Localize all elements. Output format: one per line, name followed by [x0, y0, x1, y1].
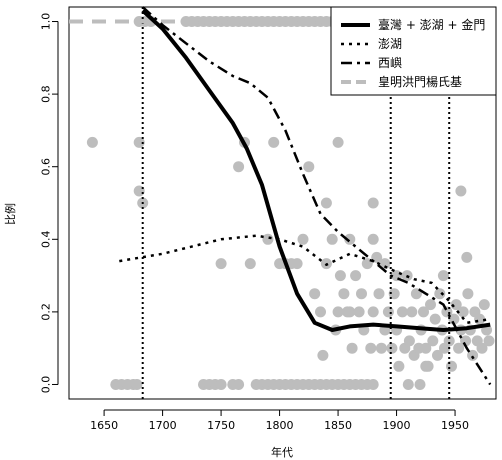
data-point — [367, 306, 379, 318]
x-tick-label: 1950 — [441, 419, 469, 432]
data-point — [388, 288, 400, 300]
data-point — [450, 299, 462, 311]
data-point — [460, 335, 472, 347]
data-point — [233, 161, 245, 173]
x-axis-title: 年代 — [271, 445, 293, 459]
data-point — [443, 335, 455, 347]
x-tick-label: 1750 — [207, 419, 235, 432]
data-point — [453, 342, 465, 354]
y-tick-label: 1.0 — [40, 13, 53, 31]
data-point — [467, 349, 479, 361]
data-point — [291, 258, 303, 270]
legend-label: 澎湖 — [378, 36, 402, 51]
data-point — [461, 251, 473, 263]
data-point — [317, 349, 329, 361]
data-point — [297, 233, 309, 245]
data-point — [344, 233, 356, 245]
data-point — [402, 379, 414, 390]
x-tick-label: 1650 — [90, 419, 118, 432]
y-tick-label: 0.8 — [40, 85, 53, 103]
data-point — [396, 306, 408, 318]
data-point — [446, 360, 457, 372]
data-point — [455, 185, 467, 197]
data-point — [429, 313, 441, 325]
data-point — [356, 288, 367, 300]
x-tick-label: 1850 — [324, 419, 352, 432]
data-point — [268, 136, 280, 148]
data-point — [244, 258, 256, 270]
data-point — [483, 335, 495, 347]
x-tick-label: 1700 — [149, 419, 177, 432]
data-point — [262, 233, 274, 245]
data-point — [478, 299, 490, 311]
data-point — [476, 342, 488, 354]
data-point — [215, 379, 227, 390]
data-point — [133, 136, 145, 148]
data-point — [346, 342, 358, 354]
y-tick-label: 0.2 — [40, 303, 53, 321]
data-point — [414, 379, 426, 390]
data-point — [373, 288, 385, 300]
data-point — [420, 342, 432, 354]
data-point — [367, 233, 379, 245]
data-point — [420, 360, 432, 372]
data-point — [386, 342, 398, 354]
data-point — [379, 258, 391, 270]
data-point — [432, 349, 443, 361]
data-point — [434, 288, 446, 300]
data-point — [341, 306, 353, 318]
x-tick-label: 1900 — [383, 419, 411, 432]
x-tick-label: 1800 — [266, 419, 294, 432]
data-point — [332, 136, 344, 148]
legend-label: 臺灣 + 澎湖 + 金門 — [378, 17, 485, 32]
data-point — [448, 313, 460, 325]
data-point — [367, 379, 379, 390]
data-point — [427, 335, 439, 347]
data-point — [309, 288, 321, 300]
data-point — [462, 288, 474, 300]
data-point — [332, 306, 344, 318]
data-point — [233, 379, 245, 390]
data-point — [403, 335, 415, 347]
data-point — [338, 288, 350, 300]
y-tick-label: 0.4 — [40, 231, 53, 249]
scatter-points — [86, 16, 495, 390]
data-point — [437, 270, 449, 282]
y-tick-label: 0.0 — [40, 376, 53, 394]
data-point — [326, 233, 338, 245]
data-point — [350, 270, 362, 282]
data-point — [457, 306, 469, 318]
data-point — [215, 258, 227, 270]
data-point — [393, 360, 405, 372]
data-point — [86, 136, 98, 148]
legend-label: 西嶼 — [378, 56, 402, 70]
data-point — [320, 197, 332, 209]
data-point — [131, 379, 143, 390]
plot-frame — [68, 6, 497, 400]
data-point — [365, 342, 377, 354]
data-point — [315, 306, 326, 318]
y-axis-title: 比例 — [3, 203, 17, 225]
data-point — [367, 197, 379, 209]
y-axis: 0.0 0.2 0.4 0.6 0.8 1.0 — [40, 13, 59, 393]
series-line-solid — [141, 9, 491, 332]
x-axis: 1650 1700 1750 1800 1850 1900 1950 — [90, 409, 469, 432]
data-point — [406, 306, 418, 318]
legend-label: 皇明洪門楊氏基 — [378, 74, 462, 89]
y-tick-label: 0.6 — [40, 158, 53, 176]
data-point — [382, 306, 394, 318]
data-point — [303, 161, 315, 173]
data-point — [425, 299, 436, 311]
data-point — [375, 342, 387, 354]
data-point — [418, 306, 429, 318]
data-point — [334, 270, 346, 282]
data-point — [353, 306, 365, 318]
